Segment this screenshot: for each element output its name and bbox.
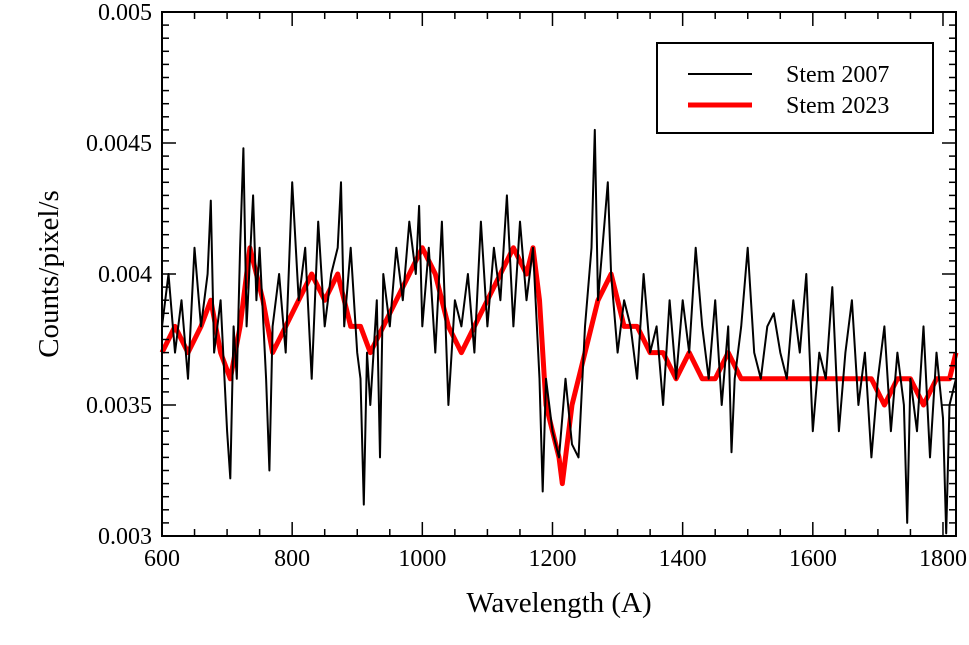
axis-ticks bbox=[161, 11, 956, 537]
x-tick-label: 1200 bbox=[528, 546, 576, 572]
series-line-stem-2007 bbox=[161, 128, 957, 535]
legend-box bbox=[656, 42, 934, 134]
y-axis-title: Counts/pixel/s bbox=[33, 190, 65, 358]
y-tick-label: 0.004 bbox=[98, 262, 152, 288]
series-layer bbox=[159, 128, 959, 535]
y-tick-label: 0.0045 bbox=[86, 131, 152, 157]
x-tick-label: 1600 bbox=[789, 546, 837, 572]
x-axis-tick-labels: 600 800 1000 1200 1400 1600 1800 bbox=[144, 546, 967, 572]
legend-label-stem-2023: Stem 2023 bbox=[786, 93, 889, 119]
y-tick-label: 0.003 bbox=[98, 524, 152, 550]
x-tick-label: 1800 bbox=[919, 546, 967, 572]
legend: Stem 2007 Stem 2023 bbox=[656, 42, 934, 134]
y-tick-label: 0.0035 bbox=[86, 393, 152, 419]
x-tick-label: 800 bbox=[274, 546, 310, 572]
y-axis-tick-labels: 0.003 0.0035 0.004 0.0045 0.005 bbox=[86, 0, 152, 550]
x-axis-title: Wavelength (A) bbox=[466, 587, 651, 619]
legend-label-stem-2007: Stem 2007 bbox=[786, 62, 889, 88]
x-tick-label: 600 bbox=[144, 546, 180, 572]
x-tick-label: 1400 bbox=[659, 546, 707, 572]
y-tick-label: 0.005 bbox=[98, 0, 152, 26]
x-tick-label: 1000 bbox=[398, 546, 446, 572]
